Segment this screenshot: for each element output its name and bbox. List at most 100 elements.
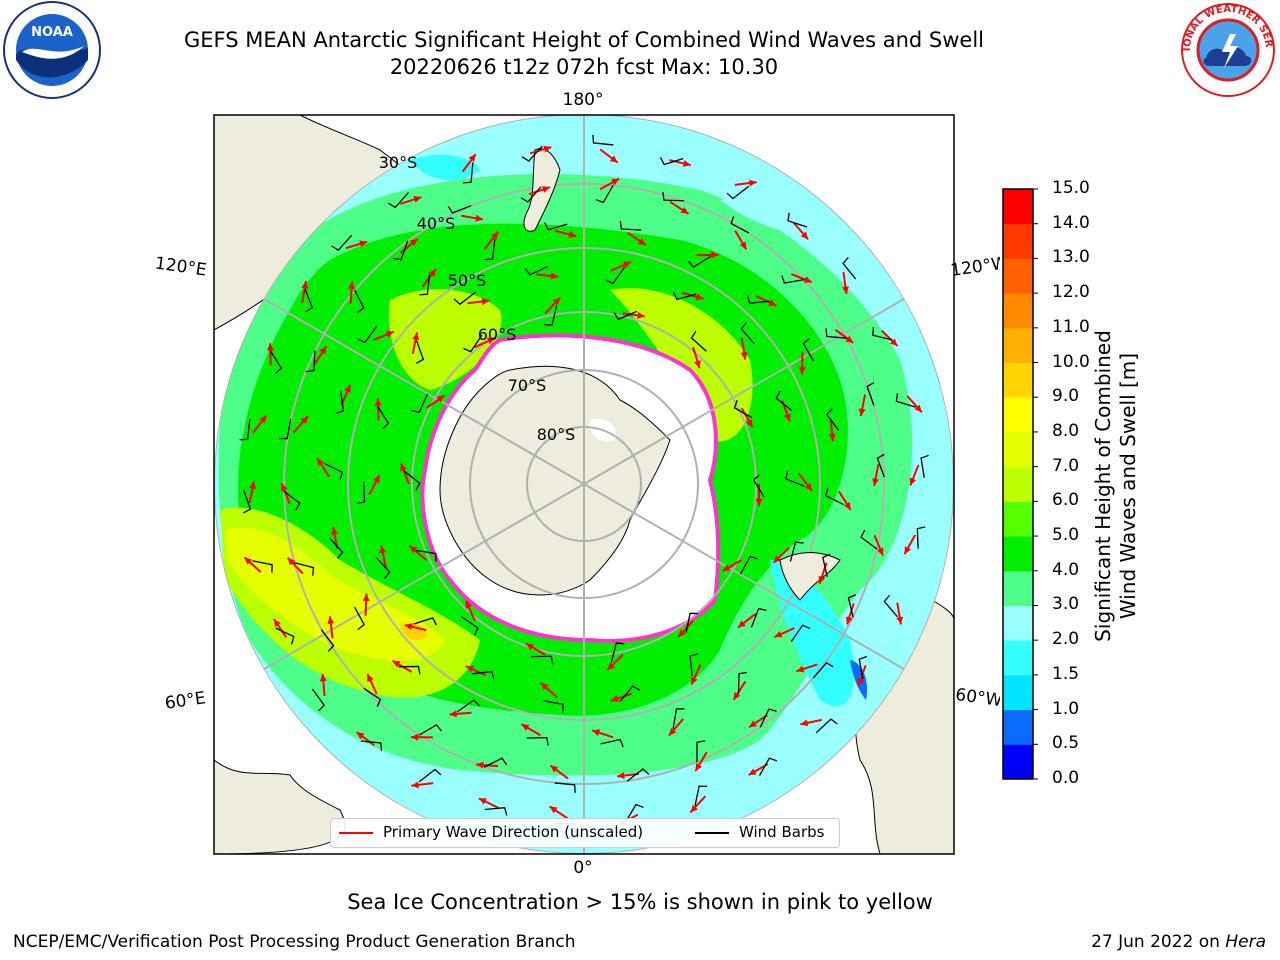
wind-barb — [304, 288, 314, 313]
wind-barb — [790, 624, 811, 642]
wind-barb — [687, 255, 711, 268]
wind-barb — [471, 670, 495, 680]
wind-barb — [920, 454, 929, 478]
wave-direction-arrowhead — [385, 331, 394, 338]
lat-label-80s: 80°S — [537, 425, 576, 444]
footer-date: 27 Jun 2022 on Hera — [1091, 932, 1266, 952]
wind-barb — [775, 390, 793, 412]
lat-label-30s: 30°S — [379, 153, 418, 172]
wind-barb — [592, 134, 614, 146]
wave-direction-arrowhead — [711, 251, 719, 259]
wave-direction-arrowhead — [244, 557, 253, 565]
wind-barb — [360, 740, 383, 751]
wave-direction-arrowhead — [410, 733, 419, 741]
wave-direction-arrowhead — [818, 575, 826, 584]
lon-label-180: 180° — [563, 90, 604, 110]
wave-direction-arrowhead — [319, 346, 327, 355]
wave-direction-arrowhead — [379, 545, 387, 554]
wave-direction-arrowhead — [637, 311, 645, 319]
lon-label-60w: 60°W — [954, 685, 1000, 711]
wave-direction-arrowhead — [872, 478, 879, 486]
colorbar-tick-label: 14.0 — [1052, 212, 1090, 233]
wind-barb — [847, 594, 857, 618]
wave-direction-arrowhead — [876, 547, 884, 556]
colorbar-cell — [1003, 709, 1033, 745]
colorbar-cell — [1003, 431, 1033, 468]
wind-barb — [600, 738, 624, 748]
wave-direction-arrowhead — [843, 501, 851, 510]
colorbar-cell — [1003, 570, 1033, 606]
footer-branch: NCEP/EMC/Verification Post Processing Pr… — [13, 932, 576, 952]
wind-barb — [447, 205, 472, 214]
wind-barb — [484, 806, 508, 816]
wind-barb — [353, 606, 365, 631]
lon-label-0: 0° — [573, 858, 592, 878]
wave-direction-arrowhead — [592, 729, 601, 736]
graticule — [214, 115, 954, 854]
wind-barb — [461, 616, 479, 636]
wind-barb — [328, 536, 344, 559]
wind-barb — [858, 655, 867, 680]
wind-barb — [815, 718, 838, 734]
wind-barb — [544, 222, 568, 231]
colorbar-tick-label: 0.5 — [1052, 733, 1080, 754]
wave-direction-arrowhead — [691, 676, 698, 685]
lat-label-70s: 70°S — [508, 376, 547, 395]
wind-barb-label: Wind Barbs — [739, 823, 825, 841]
wind-barb — [252, 560, 273, 573]
wave-direction-arrowhead — [486, 337, 495, 345]
wave-direction-arrowhead — [478, 798, 487, 805]
wave-direction-arrowhead — [491, 231, 499, 240]
svg-text:NOAA: NOAA — [31, 25, 73, 40]
wave-direction-arrowhead — [610, 695, 619, 702]
wave-direction-arrowhead — [896, 616, 904, 625]
polar-wave-map: 180° 0° 120°E 120°W 60°E 60°W 30°S 40°S … — [154, 90, 1000, 878]
wind-barb — [685, 612, 699, 634]
wave-direction-arrowhead — [796, 665, 805, 673]
wave-direction-arrowhead — [842, 286, 849, 294]
wave-direction-arrowhead — [623, 261, 632, 268]
wave-direction-label: Primary Wave Direction (unscaled) — [383, 823, 644, 841]
wave-direction-arrowhead — [549, 806, 558, 814]
lon-label-60e: 60°E — [164, 688, 207, 713]
wind-barb — [524, 265, 549, 276]
wave-direction-arrowhead — [319, 674, 327, 682]
wind-barb — [824, 487, 844, 506]
colorbar-tick-label: 4.0 — [1052, 559, 1080, 580]
colorbar-cell — [1003, 674, 1033, 711]
wave-direction-arrowhead — [568, 231, 577, 238]
wind-barb — [305, 350, 316, 373]
wave-direction-arrowhead — [803, 276, 812, 283]
wind-barb — [787, 212, 808, 228]
wave-direction-arrowhead — [301, 281, 309, 289]
colorbar-tick-label: 1.0 — [1052, 698, 1080, 719]
wave-direction-arrowhead — [722, 564, 731, 571]
wind-barb — [544, 305, 558, 326]
wind-barb — [335, 391, 345, 415]
wind-barb — [916, 526, 926, 549]
wind-barb — [520, 186, 542, 203]
wind-barb — [483, 757, 508, 768]
wind-barb — [619, 220, 642, 231]
wave-direction-arrowhead — [266, 343, 274, 351]
wave-direction-arrowhead — [695, 293, 704, 301]
map-legend: Primary Wave Direction (unscaled) Wind B… — [330, 818, 840, 848]
wind-barb — [737, 671, 748, 694]
wave-direction-arrowhead — [745, 419, 753, 428]
wave-direction-arrowhead — [617, 772, 625, 780]
wind-barb — [883, 594, 898, 618]
footer-machine: Hera — [1225, 932, 1266, 952]
wind-barb — [785, 470, 805, 487]
wave-direction-arrowhead — [525, 643, 534, 651]
wind-barb — [283, 490, 301, 511]
colorbar-tick-label: 11.0 — [1052, 316, 1090, 337]
wind-barb — [825, 408, 840, 431]
wave-direction-arrowhead — [400, 463, 407, 472]
wind-barb — [860, 529, 878, 550]
wave-direction-arrowhead — [804, 483, 813, 491]
wave-direction-arrowhead — [404, 623, 413, 631]
wave-direction-arrowhead — [373, 475, 380, 484]
wave-direction-arrowhead — [465, 600, 473, 609]
wave-direction-arrowhead — [914, 404, 922, 413]
wave-direction-arrowhead — [784, 413, 791, 422]
